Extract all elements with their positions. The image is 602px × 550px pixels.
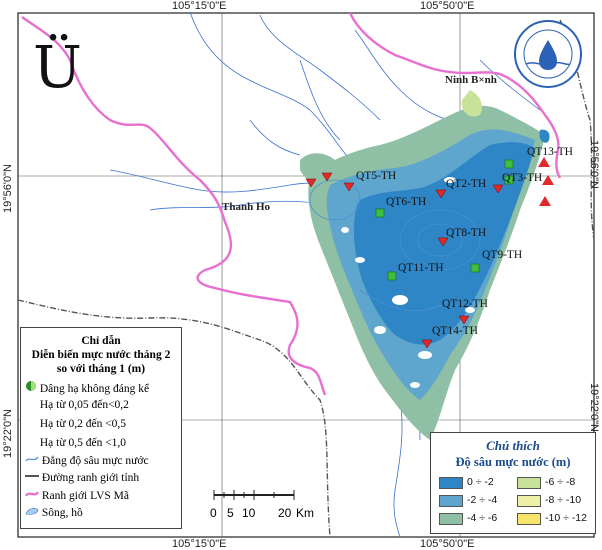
legend-depth: Chú thích Độ sâu mực nước (m) 0 ÷ -2 -6 …	[430, 432, 596, 534]
coord-bottom-right: 105°50'0"E	[420, 538, 475, 550]
water-body-icon	[25, 508, 39, 515]
legend-swatch-label: -4 ÷ -6	[467, 512, 498, 524]
station-label: QT2-TH	[446, 178, 487, 190]
station-label: QT3-TH	[502, 172, 543, 184]
legend-depth-subtitle: Độ sâu mực nước (m)	[455, 455, 571, 469]
coord-right-top: 19°56'0"N	[588, 140, 600, 189]
scale-label: 0	[210, 506, 217, 520]
coord-left-bottom: 19°22'0"N	[2, 409, 14, 458]
legend-item-label: Hạ từ 0,05 đến<0,2	[39, 399, 129, 411]
scale-label: 10	[242, 506, 256, 520]
coord-top-left: 105°15'0"E	[172, 0, 227, 12]
legend-swatch	[439, 513, 463, 525]
station-label: QT11-TH	[398, 262, 444, 274]
legend-depth-title: Chú thích	[486, 438, 540, 453]
station-label: QT6-TH	[386, 196, 427, 208]
agency-logo	[514, 20, 582, 88]
isoline-icon	[25, 456, 39, 462]
legend-swatch-label: -10 ÷ -12	[545, 512, 587, 524]
coord-left-top: 19°56'0"N	[2, 164, 14, 213]
scale-label: 20	[278, 506, 292, 520]
province-line-icon	[25, 475, 39, 477]
legend-item: Ranh giới LVS Mã	[25, 489, 129, 502]
scale-label: 5	[227, 506, 234, 520]
legend-item-label: Dâng hạ không đáng kể	[39, 383, 150, 395]
legend-item: Hạ từ 0,2 đến <0,5	[25, 418, 126, 430]
legend-item: Đường ranh giới tỉnh	[25, 471, 139, 484]
legend-swatch	[517, 513, 541, 525]
station-label: QT8-TH	[446, 227, 487, 239]
legend-item: Sông, hồ	[25, 506, 83, 519]
legend-swatch	[517, 495, 541, 507]
legend-swatch	[439, 495, 463, 507]
basin-line-icon	[25, 491, 39, 497]
station-label: QT13-TH	[527, 146, 573, 158]
legend-swatch-label: -8 ÷ -10	[545, 494, 582, 506]
station-label: QT14-TH	[432, 325, 478, 337]
coord-right-bottom: 19°22'0"N	[588, 383, 600, 432]
place-thanh-hoa: Thanh Ho	[222, 201, 270, 213]
station-label: QT5-TH	[356, 170, 397, 182]
coord-top-right: 105°50'0"E	[420, 0, 475, 12]
scale-bar-graphic	[213, 490, 295, 500]
legend-swatch	[439, 477, 463, 489]
legend-item-label: Đẳng độ sâu mực nước	[41, 455, 149, 467]
legend-item: Dâng hạ không đáng kể	[25, 380, 149, 395]
legend-item-label: Ranh giới LVS Mã	[41, 490, 129, 502]
legend-item-label: Đường ranh giới tỉnh	[41, 472, 140, 484]
legend-title: Chỉ dẫn	[81, 335, 121, 347]
legend-item: Hạ từ 0,5 đến <1,0	[25, 437, 126, 449]
legend-title-line3: so với tháng 1 (m)	[56, 363, 146, 375]
legend-item-label: Hạ từ 0,5 đến <1,0	[39, 437, 127, 449]
legend-item: Hạ từ 0,05 đến<0,2	[25, 399, 129, 411]
legend-swatch	[517, 477, 541, 489]
half-circle-icon	[26, 381, 36, 391]
legend-swatch-label: -2 ÷ -4	[467, 494, 498, 506]
legend-item-label: Sông, hồ	[41, 507, 83, 519]
station-label: QT9-TH	[482, 249, 523, 261]
legend-swatch-label: -6 ÷ -8	[545, 476, 576, 488]
scale-bar: 0 5 10 20 Km	[210, 488, 314, 522]
scale-unit: Km	[296, 506, 314, 520]
place-ninh-binh: Ninh B×nh	[445, 74, 497, 86]
station-label: QT12-TH	[442, 298, 488, 310]
coord-bottom-left: 105°15'0"E	[172, 538, 227, 550]
legend-title-line2: Diễn biến mực nước tháng 2	[31, 349, 171, 361]
legend-swatch-label: 0 ÷ -2	[467, 476, 494, 488]
legend-item: Đẳng độ sâu mực nước	[25, 454, 149, 467]
legend-change: Chỉ dẫn Diễn biến mực nước tháng 2 so vớ…	[20, 327, 182, 529]
legend-item-label: Hạ từ 0,2 đến <0,5	[39, 418, 127, 430]
north-arrow: Ü	[33, 33, 82, 101]
